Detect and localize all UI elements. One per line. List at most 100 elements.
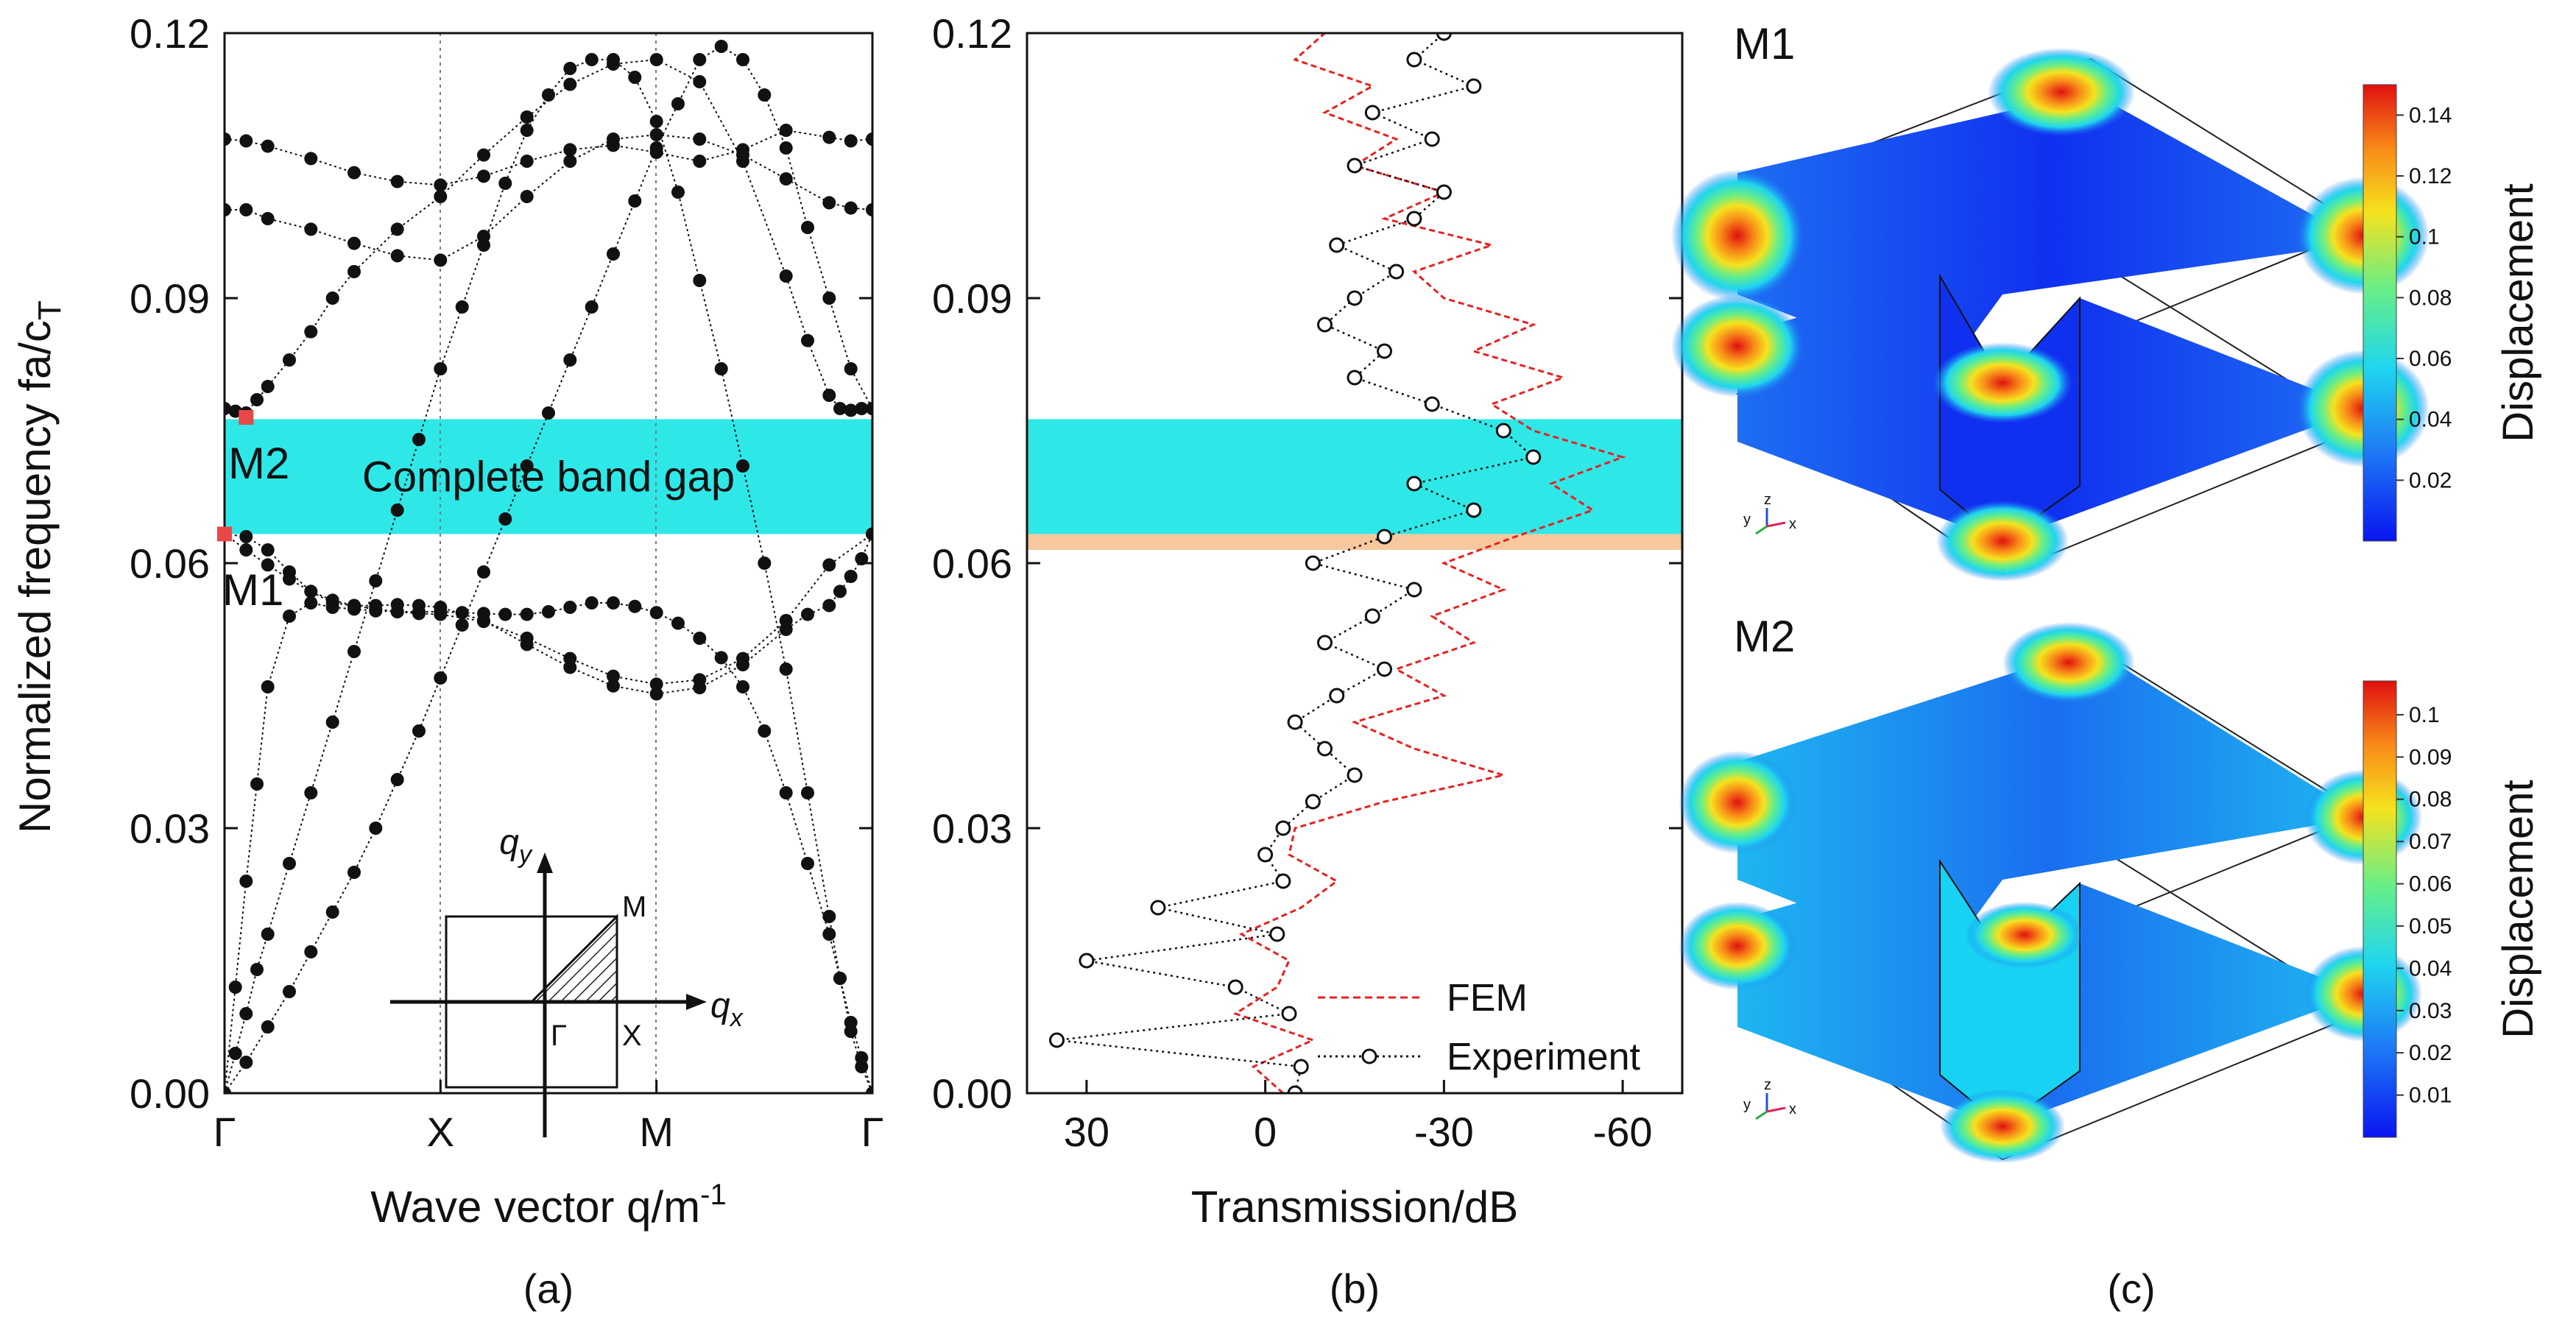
band-point xyxy=(628,599,642,613)
band-point xyxy=(866,203,872,216)
band-point xyxy=(283,985,296,998)
qy-sub: y xyxy=(518,841,533,869)
mode-m2-title: M2 xyxy=(1734,612,1795,661)
band-point xyxy=(758,557,772,570)
experiment-point xyxy=(1317,317,1333,333)
band-point xyxy=(347,236,361,250)
colorbar-tick-label: 0.05 xyxy=(2409,914,2452,939)
y-tick-label: 0.09 xyxy=(932,275,1012,322)
m2-cut-face xyxy=(1939,858,2081,1128)
panel-label-a: (a) xyxy=(523,1265,574,1312)
band-line-band1 xyxy=(225,59,872,1093)
band-point xyxy=(563,651,577,665)
x-axis-label-a: Wave vector q/m-1 xyxy=(370,1179,726,1232)
band-point xyxy=(225,1087,231,1093)
band-curves xyxy=(225,45,872,1093)
colorbar-tick-label: 0.04 xyxy=(2409,408,2452,432)
m2-hotspot-6 xyxy=(1940,1089,2065,1163)
band-point xyxy=(261,928,275,941)
band-point xyxy=(225,203,231,216)
band-point xyxy=(822,389,836,402)
band-point xyxy=(855,1051,869,1064)
band-point xyxy=(390,222,404,236)
experiment-curve xyxy=(1049,33,1542,1093)
experiment-point xyxy=(1424,396,1440,412)
band-point xyxy=(390,504,404,517)
band-point xyxy=(649,115,663,128)
band-point xyxy=(304,584,318,598)
legend-exp-label: Experiment xyxy=(1447,1036,1641,1078)
m2-colorbar-ticks: 0.1 0.09 0.08 0.07 0.06 0.05 0.04 0.03 0.02 0.01 xyxy=(2396,703,2452,1108)
y-axis-ticks-b: 0.00 0.03 0.06 0.09 0.12 xyxy=(932,10,1682,1117)
band-point xyxy=(390,773,404,786)
band-point xyxy=(325,716,339,729)
band-point xyxy=(455,606,469,620)
experiment-point xyxy=(1275,873,1291,889)
band-point xyxy=(822,196,836,210)
band-point xyxy=(628,71,642,84)
band-point xyxy=(477,148,490,162)
band-point xyxy=(520,459,534,473)
experiment-point xyxy=(1287,714,1303,730)
y-axis-label-a: Normalized frequency fa/cT xyxy=(10,300,68,833)
band-point xyxy=(779,124,793,137)
experiment-point xyxy=(1287,1085,1303,1093)
band-point xyxy=(412,607,426,621)
plot-frame-b xyxy=(1026,32,1684,1095)
band-point xyxy=(844,362,858,375)
colorbar-tick-label: 0.14 xyxy=(2409,103,2452,127)
band-point xyxy=(239,875,253,888)
experiment-point xyxy=(1305,555,1321,571)
experiment-point xyxy=(1293,1059,1309,1075)
band-point xyxy=(369,574,383,587)
x-tick-label: M xyxy=(639,1109,674,1155)
band-point xyxy=(520,124,534,137)
inset-qx-label: qx xyxy=(710,986,744,1032)
band-point xyxy=(498,177,512,190)
experiment-point xyxy=(1305,794,1321,810)
band-point xyxy=(347,166,361,180)
band-point xyxy=(347,598,361,612)
experiment-point xyxy=(1436,184,1452,200)
colorbar-tick-label: 0.06 xyxy=(2409,347,2452,371)
m1-colorbar xyxy=(2362,84,2397,542)
band-point xyxy=(239,530,253,543)
band-point xyxy=(714,651,728,665)
band-point xyxy=(434,190,448,203)
experiment-point xyxy=(1495,423,1511,439)
band-point xyxy=(455,618,469,632)
band-point xyxy=(283,353,296,367)
colorbar-tick-label: 0.02 xyxy=(2409,468,2452,492)
band-point xyxy=(520,155,534,168)
band-point xyxy=(736,680,749,693)
band-point xyxy=(866,402,872,415)
band-point xyxy=(822,928,836,941)
band-point xyxy=(369,602,383,616)
m1-triad-z: z xyxy=(1764,492,1771,508)
mode-m1: M1 z x y 0.14 0.12 0.1 0.08 0.06 0.04 0.02 xyxy=(1671,19,2542,582)
experiment-point xyxy=(1525,449,1542,465)
band-point xyxy=(228,404,242,418)
complete-band-gap-region xyxy=(225,419,872,534)
panel-label-b: (b) xyxy=(1330,1265,1380,1312)
band-point xyxy=(390,605,404,618)
band-point xyxy=(649,687,663,701)
experiment-point xyxy=(1079,953,1095,969)
band-point xyxy=(866,527,872,541)
experiment-point xyxy=(1466,502,1482,518)
y-axis-label-text: Normalized frequency fa/c xyxy=(10,320,60,833)
m2-triad-x-axis xyxy=(1766,1106,1786,1113)
band-point xyxy=(844,201,858,215)
band-point xyxy=(844,134,858,148)
m1-hotspot-2 xyxy=(1988,48,2135,136)
band-point xyxy=(239,543,253,557)
m1-colorbar-label: Displacement xyxy=(2494,183,2542,442)
band-point xyxy=(239,134,253,148)
band-point xyxy=(607,247,620,261)
colorbar-tick-label: 0.01 xyxy=(2409,1084,2452,1108)
y-axis-label-sub: T xyxy=(32,300,68,320)
band-point xyxy=(520,632,534,645)
band-line-band7 xyxy=(225,58,872,414)
band-point xyxy=(261,543,275,557)
band-point xyxy=(779,614,793,627)
